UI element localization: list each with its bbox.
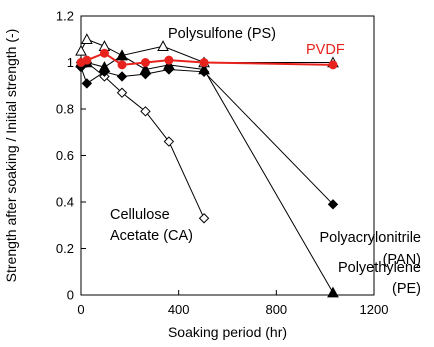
data-point <box>117 60 127 70</box>
x-tick-label: 400 <box>168 302 190 317</box>
series-pvdf <box>76 48 338 70</box>
y-axis-title: Strength after soaking / Initial strengt… <box>3 29 19 283</box>
series-line <box>80 66 334 205</box>
data-point <box>328 60 338 70</box>
series-label: Polyacrylonitrile <box>319 230 421 246</box>
series-label: Polyethylene <box>338 260 421 276</box>
series-label: Acetate (CA) <box>110 228 193 244</box>
series-polyethylene-pe <box>75 49 339 298</box>
data-point <box>140 58 150 67</box>
y-tick-label: 0.8 <box>56 102 74 117</box>
data-point <box>81 78 93 89</box>
series-label: PVDF <box>306 42 345 58</box>
x-axis-title: Soaking period (hr) <box>168 324 287 340</box>
labels: Polysulfone (PS) PVDF Polyacrylonitrile (PA… <box>110 26 421 297</box>
data-point <box>99 48 109 58</box>
data-point <box>75 44 87 56</box>
data-point <box>98 61 111 72</box>
y-tick-label: 0 <box>67 288 74 303</box>
y-tick-label: 1.2 <box>56 9 74 24</box>
data-point <box>140 106 151 117</box>
series-label: Cellulose <box>110 207 170 223</box>
series-line <box>81 62 205 219</box>
y-tick-label: 0.2 <box>56 241 74 256</box>
y-tick-label: 1 <box>67 55 74 70</box>
data-point <box>199 58 209 67</box>
data-point <box>157 40 169 51</box>
series-label: Polysulfone (PS) <box>168 26 276 42</box>
data-point <box>82 55 92 65</box>
series-polyacrylonitrile-pan <box>75 61 339 210</box>
y-tick-label: 0.6 <box>56 148 74 163</box>
series-label: (PE) <box>392 281 421 297</box>
data-point <box>116 71 128 82</box>
x-tick-label: 0 <box>77 302 84 317</box>
y-tick-label: 0.4 <box>56 195 74 210</box>
data-point <box>164 55 174 65</box>
data-point <box>116 87 128 98</box>
series <box>75 33 339 298</box>
data-point <box>327 199 339 210</box>
data-point <box>81 33 93 44</box>
data-point <box>163 136 175 147</box>
data-point <box>116 49 128 61</box>
x-tick-label: 1200 <box>360 302 389 317</box>
data-point <box>139 63 152 75</box>
series-cellulose-acetate-ca <box>75 57 210 224</box>
series-label: (PAN) <box>383 252 421 268</box>
data-point <box>198 63 210 75</box>
data-point <box>327 286 339 298</box>
data-point <box>198 213 210 224</box>
x-tick-label: 800 <box>265 302 287 317</box>
